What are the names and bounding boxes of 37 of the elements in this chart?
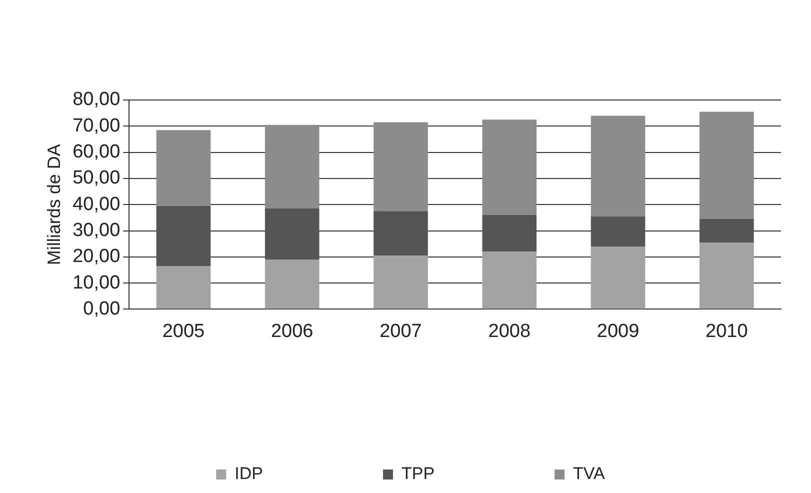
legend-label: IDP xyxy=(234,464,263,484)
bar xyxy=(700,218,754,243)
bar xyxy=(156,206,211,266)
bar xyxy=(264,124,320,209)
y-axis-title: Milliards de DA xyxy=(44,144,64,266)
bar xyxy=(482,120,537,216)
bar xyxy=(264,208,320,260)
y-tick-label: 20,00 xyxy=(72,246,120,268)
y-tick-label: 10,00 xyxy=(72,272,120,294)
bar xyxy=(482,215,537,252)
bar xyxy=(590,216,646,246)
x-tick-label: 2006 xyxy=(270,320,314,342)
x-tick-label: 2010 xyxy=(706,320,748,342)
x-tick-label: 2005 xyxy=(162,320,205,342)
y-tick-label: 80,00 xyxy=(72,89,120,110)
bar xyxy=(374,256,428,309)
y-tick-label: 0,00 xyxy=(83,298,120,320)
y-tick-label: 40,00 xyxy=(72,194,120,215)
bar xyxy=(590,246,646,309)
bar xyxy=(156,130,211,206)
bar xyxy=(156,266,211,309)
bar xyxy=(264,260,320,309)
bar xyxy=(700,242,754,309)
bar xyxy=(482,252,537,309)
bar xyxy=(374,122,428,212)
bar xyxy=(700,112,754,219)
y-tick-label: 60,00 xyxy=(72,142,120,163)
bar xyxy=(374,211,428,256)
legend-label: TVA xyxy=(573,464,606,484)
bar xyxy=(590,116,646,216)
legend-label: TPP xyxy=(401,464,435,484)
x-tick-label: 2009 xyxy=(596,320,640,342)
x-tick-label: 2008 xyxy=(488,320,531,342)
y-tick-label: 70,00 xyxy=(72,115,120,136)
y-tick-label: 50,00 xyxy=(72,168,120,189)
y-tick-label: 30,00 xyxy=(72,220,120,241)
x-tick-label: 2007 xyxy=(380,320,422,342)
